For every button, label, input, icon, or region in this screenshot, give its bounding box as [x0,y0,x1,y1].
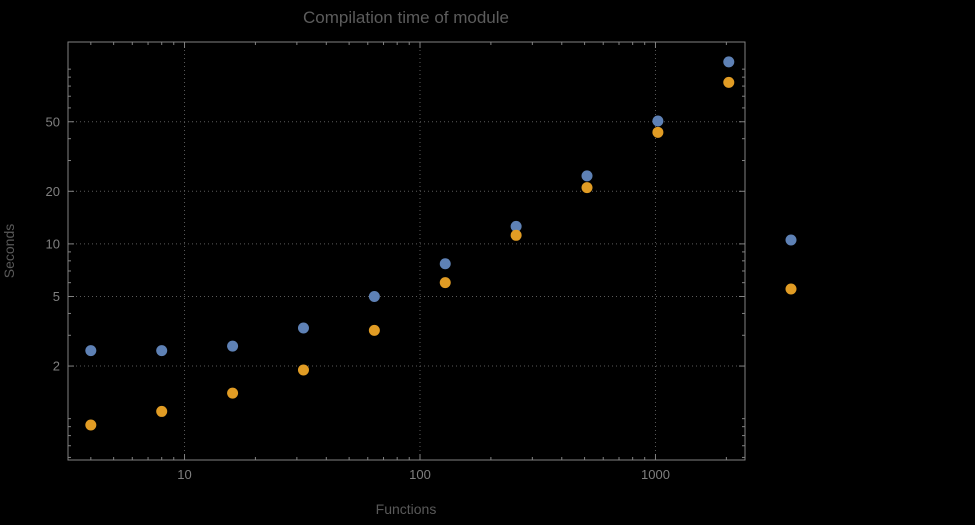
data-point-orange [581,182,593,194]
gridlines-layer [68,42,745,460]
data-point-blue [581,170,593,182]
data-point-blue [510,220,522,232]
legend-marker-blue [785,234,797,246]
data-point-blue [297,322,309,334]
data-point-orange [297,364,309,376]
data-point-orange [368,324,380,336]
data-point-orange [510,229,522,241]
y-tick-label: 20 [46,184,60,199]
data-point-orange [723,76,735,88]
plot-frame [67,41,746,461]
data-point-orange [156,405,168,417]
x-axis-label: Functions [376,501,437,517]
data-point-blue [368,291,380,303]
tick-labels-layer: 10 100 1000 2 5 10 20 50 [46,114,670,482]
data-point-orange [439,277,451,289]
y-axis-label: Seconds [1,224,17,278]
legend-marker-orange [785,283,797,295]
data-point-blue [723,56,735,68]
ticks-layer [68,42,745,460]
data-point-orange [227,387,239,399]
y-tick-label: 50 [46,114,60,129]
x-tick-label: 100 [409,467,431,482]
data-point-blue [85,345,97,357]
data-point-blue [156,345,168,357]
x-tick-label: 10 [177,467,191,482]
data-points-layer [85,56,735,431]
y-tick-label: 5 [53,289,60,304]
data-point-blue [227,340,239,352]
data-point-orange [85,419,97,431]
legend-layer [785,234,797,295]
data-point-blue [652,115,664,127]
data-point-blue [439,258,451,270]
chart-title: Compilation time of module [303,8,509,27]
frame-layer [67,41,746,461]
y-tick-label: 10 [46,236,60,251]
x-tick-label: 1000 [641,467,670,482]
data-point-orange [652,126,664,138]
y-tick-label: 2 [53,359,60,374]
